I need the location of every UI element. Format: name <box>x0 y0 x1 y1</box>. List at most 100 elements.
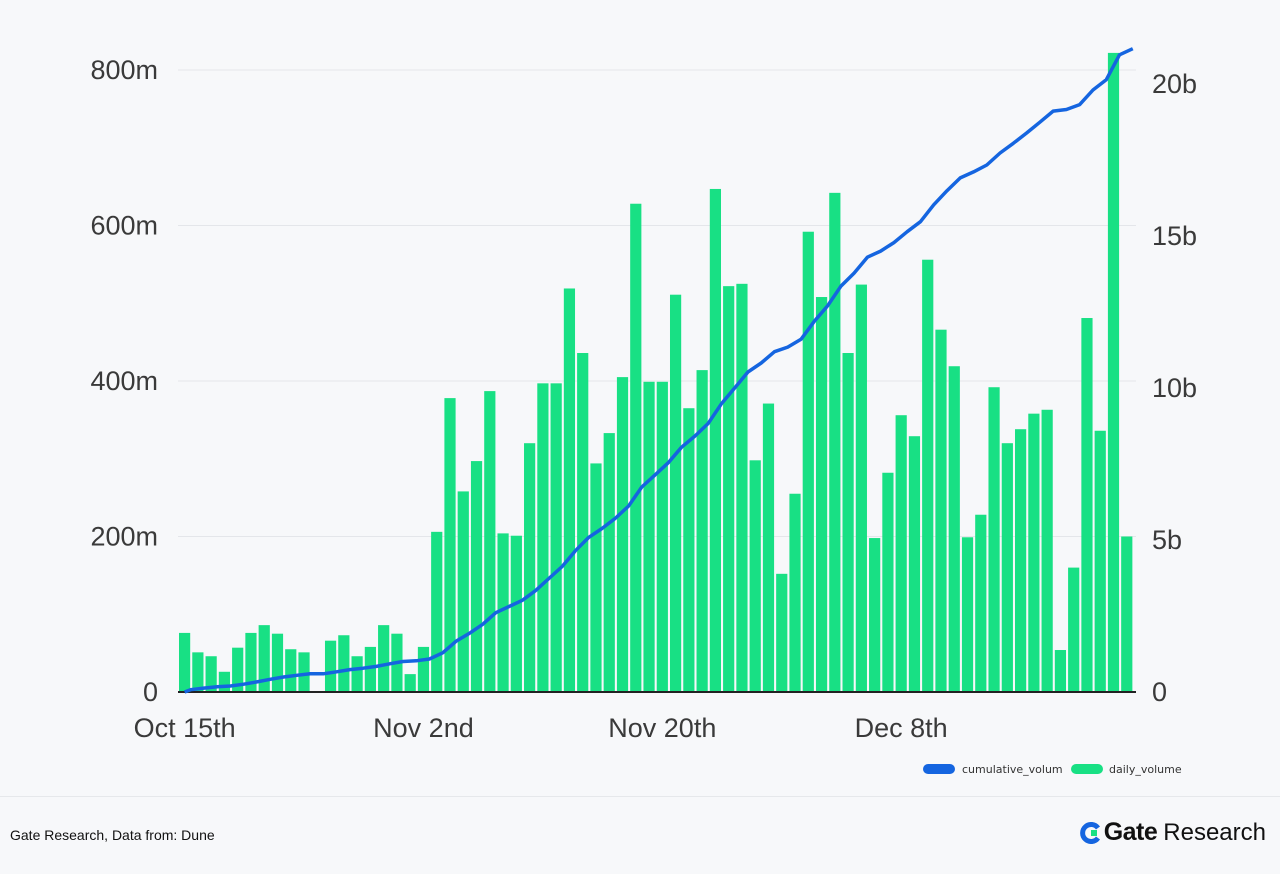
daily-volume-bar <box>749 460 761 692</box>
x-axis-ticks: Oct 15th Nov 2nd Nov 20th Dec 8th <box>134 713 948 743</box>
daily-volume-bar <box>378 625 390 692</box>
x-tick-label: Dec 8th <box>855 713 948 743</box>
legend-label-daily: daily_volume <box>1109 763 1182 776</box>
daily-volume-bar <box>470 461 483 692</box>
daily-volume-bar <box>815 297 828 692</box>
daily-volume-bar <box>603 433 615 692</box>
daily-volume-bar <box>908 436 921 692</box>
daily-volume-bar <box>1041 409 1053 692</box>
daily-volume-bar <box>1028 413 1040 692</box>
daily-volume-bar <box>457 491 469 692</box>
daily-volume-bar <box>1094 430 1106 692</box>
x-tick-label: Nov 2nd <box>373 713 474 743</box>
daily-volume-bar <box>842 353 854 692</box>
daily-volume-bar <box>338 635 350 692</box>
gate-logo-icon <box>1079 821 1100 844</box>
daily-volume-bar <box>616 377 629 692</box>
right-tick-label: 10b <box>1152 373 1197 403</box>
daily-volume-bar <box>869 538 881 692</box>
daily-volume-bar <box>404 674 416 692</box>
left-tick-label: 800m <box>90 55 158 85</box>
daily-volume-bar <box>802 231 814 692</box>
daily-volume-bar <box>232 647 244 692</box>
daily-volume-bar <box>351 656 363 692</box>
daily-volume-bar <box>762 403 775 692</box>
daily-volume-bar <box>1107 52 1120 692</box>
daily-volume-bar <box>961 537 974 692</box>
daily-volume-bar <box>1121 536 1133 692</box>
legend: cumulative_volum daily_volume <box>923 763 1182 776</box>
daily-volume-bar <box>431 531 443 692</box>
daily-volume-bar <box>444 398 456 692</box>
daily-volume-bar <box>205 656 217 692</box>
left-tick-label: 400m <box>90 366 158 396</box>
daily-volume-bar <box>298 652 310 692</box>
legend-item-cumulative[interactable]: cumulative_volum <box>923 763 1063 776</box>
daily-volume-bar <box>271 633 284 692</box>
daily-volume-bar <box>630 203 642 693</box>
right-tick-label: 5b <box>1152 525 1182 555</box>
daily-volume-bar <box>537 383 549 692</box>
daily-volume-bar <box>643 381 655 692</box>
footer-divider <box>0 796 1280 797</box>
daily-volume-bar <box>1015 429 1027 692</box>
daily-volume-bar <box>245 632 257 692</box>
left-tick-label: 600m <box>90 211 158 241</box>
daily-volume-bar <box>524 443 536 692</box>
right-tick-label: 15b <box>1152 221 1197 251</box>
daily-volume-bar <box>417 646 430 692</box>
daily-volume-bar <box>497 533 509 692</box>
logo-suffix: Research <box>1163 818 1266 846</box>
right-tick-label: 0 <box>1152 677 1167 707</box>
daily-volume-bar <box>258 625 270 692</box>
left-tick-label: 0 <box>143 677 158 707</box>
daily-volume-bar <box>683 408 695 692</box>
daily-volume-bar <box>577 353 589 692</box>
daily-volume-bar <box>656 381 668 692</box>
daily-volume-bar <box>895 415 907 692</box>
daily-volume-bar <box>1068 567 1080 692</box>
left-axis-ticks: 0 200m 400m 600m 800m <box>90 55 158 707</box>
x-tick-label: Nov 20th <box>608 713 716 743</box>
daily-volume-bar <box>829 192 841 692</box>
daily-volume-bar <box>179 632 191 692</box>
daily-volume-bar <box>192 652 204 692</box>
daily-volume-bar <box>709 188 721 692</box>
legend-swatch-cumulative <box>923 764 955 774</box>
source-note: Gate Research, Data from: Dune <box>10 827 215 843</box>
daily-volume-bar <box>324 640 337 692</box>
logo-brand: Gate <box>1103 818 1158 846</box>
right-tick-label: 20b <box>1152 69 1197 99</box>
right-axis-ticks: 0 5b 10b 15b 20b <box>1152 69 1197 707</box>
daily-volume-bar <box>736 283 748 692</box>
daily-volume-bar <box>1081 318 1093 692</box>
cumulative-volume-line <box>183 47 1134 694</box>
legend-item-daily[interactable]: daily_volume <box>1071 763 1182 776</box>
gate-research-logo: Gate Research <box>1079 818 1266 847</box>
legend-swatch-daily <box>1071 764 1103 774</box>
daily-volume-bar <box>948 366 960 692</box>
daily-volume-bar <box>935 329 947 692</box>
daily-volume-bar <box>696 370 708 692</box>
daily-volume-bar <box>669 294 682 692</box>
daily-volume-bar <box>988 387 1000 692</box>
daily-volume-bar <box>590 463 602 692</box>
left-tick-label: 200m <box>90 522 158 552</box>
daily-volume-bar <box>364 646 376 692</box>
daily-volume-bar <box>1054 650 1067 692</box>
daily-volume-bar <box>789 493 801 692</box>
daily-volume-bar <box>922 259 934 692</box>
daily-volume-bar <box>776 573 788 692</box>
daily-volume-bars <box>179 52 1133 693</box>
daily-volume-bar <box>855 284 867 692</box>
x-tick-label: Oct 15th <box>134 713 236 743</box>
daily-volume-bar <box>1001 443 1013 692</box>
daily-volume-bar <box>563 288 576 692</box>
daily-volume-bar <box>484 391 496 692</box>
daily-volume-bar <box>882 472 894 692</box>
daily-volume-bar <box>975 514 987 692</box>
daily-volume-bar <box>723 286 735 692</box>
daily-volume-bar <box>550 383 562 692</box>
daily-volume-bar <box>285 649 297 692</box>
